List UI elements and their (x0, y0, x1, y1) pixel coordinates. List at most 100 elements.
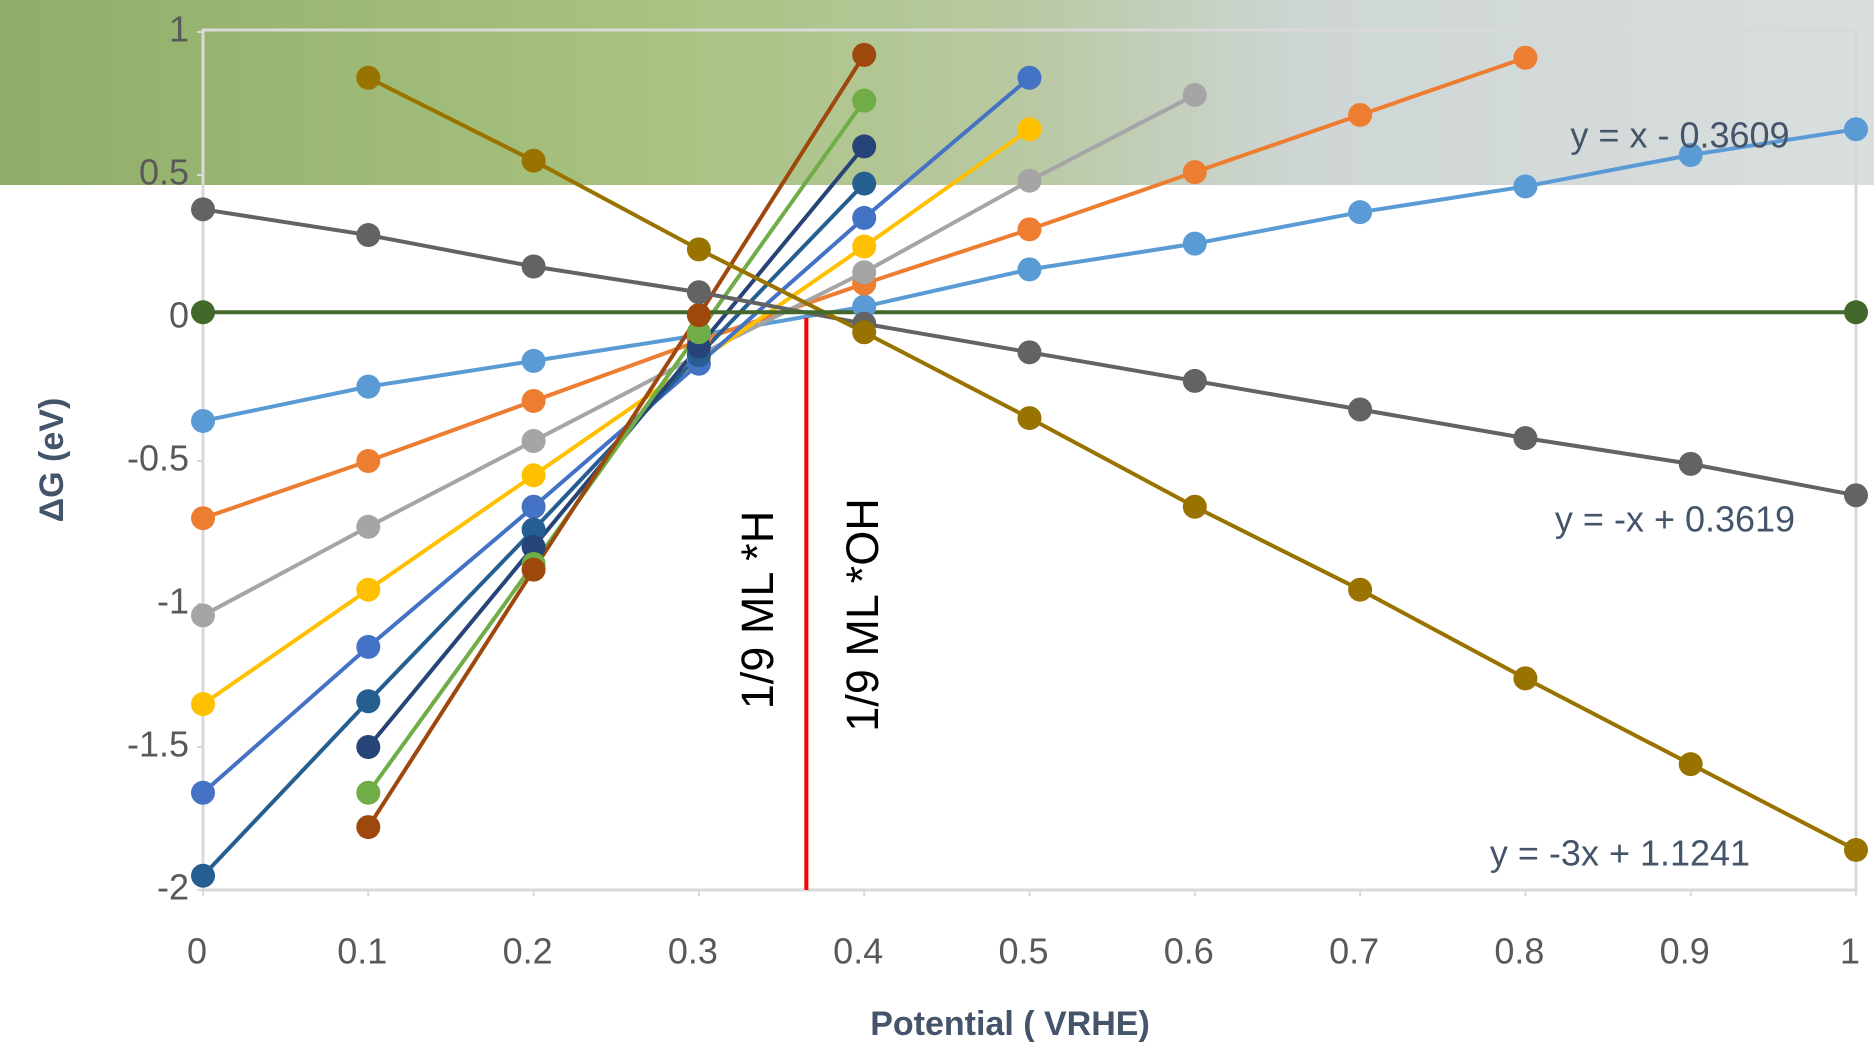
y-axis-title: ΔG (eV) (33, 398, 71, 523)
data-point (191, 603, 215, 628)
data-point (1678, 142, 1703, 167)
data-point (356, 689, 381, 714)
x-tick-label: 0.7 (1329, 931, 1379, 972)
x-tick-label: 0.1 (337, 931, 387, 972)
data-point (1513, 666, 1538, 691)
data-point (191, 197, 215, 222)
data-point (1348, 577, 1373, 602)
series-line (367, 75, 1857, 852)
data-point (1348, 397, 1373, 422)
data-point (356, 374, 381, 399)
data-point (852, 42, 877, 67)
data-point (1844, 300, 1868, 325)
data-point (521, 557, 546, 582)
y-tick-label: -1 (157, 581, 189, 622)
data-point (356, 223, 381, 248)
x-tick-label: 0.3 (668, 931, 718, 972)
data-point (1182, 82, 1207, 107)
annotation: 1/9 ML *OH (837, 498, 888, 731)
data-point (686, 280, 711, 305)
data-point (356, 735, 381, 759)
data-point (521, 348, 546, 373)
y-tick-label: 1 (169, 9, 189, 50)
data-point (1513, 426, 1538, 451)
x-tick-label: 0.4 (833, 931, 883, 972)
data-point (521, 428, 546, 453)
data-point (191, 780, 215, 805)
data-point (1182, 160, 1207, 185)
data-point (1182, 231, 1207, 256)
data-point (521, 517, 546, 542)
data-point (1017, 168, 1042, 193)
data-point (356, 514, 381, 539)
data-point (521, 463, 546, 488)
x-tick-label: 0.8 (1494, 931, 1544, 972)
series-line (201, 76, 1031, 795)
data-point (852, 234, 877, 259)
data-point (1348, 200, 1373, 225)
data-point (1513, 174, 1538, 199)
x-tick-label: 0.9 (1660, 931, 1710, 972)
x-tick-label: 0.5 (998, 931, 1048, 972)
data-point (852, 88, 877, 113)
data-point (521, 148, 546, 173)
data-point (852, 171, 877, 196)
data-point (356, 449, 381, 473)
data-point (1017, 117, 1042, 142)
annotation: 1/9 ML *H (732, 511, 783, 709)
equation-label: y = x - 0.3609 (1570, 115, 1789, 156)
data-point (521, 534, 546, 559)
x-axis-title: Potential ( VRHE) (870, 1005, 1150, 1043)
data-point (1513, 45, 1538, 70)
y-tick-label: 0.5 (139, 152, 189, 193)
data-point (1017, 340, 1042, 365)
data-point (191, 692, 215, 717)
data-point (356, 577, 381, 602)
data-point (1678, 752, 1703, 777)
data-point (1844, 483, 1868, 508)
data-point (1678, 451, 1703, 476)
data-point (1017, 257, 1042, 282)
data-point (852, 134, 877, 159)
data-point (1348, 102, 1373, 127)
data-point (1844, 837, 1868, 862)
x-tick-label: 1 (1840, 931, 1860, 972)
data-point (191, 506, 215, 531)
x-tick-label: 0.6 (1164, 931, 1214, 972)
y-tick-label: -2 (157, 867, 189, 908)
series-line (366, 53, 866, 829)
data-point (852, 260, 877, 285)
data-point (1182, 368, 1207, 393)
data-point (356, 634, 381, 659)
data-point (356, 65, 381, 90)
data-point (1017, 217, 1042, 242)
data-point (1017, 406, 1042, 431)
data-point (521, 254, 546, 279)
x-tick-label: 0 (187, 931, 207, 972)
equation-label: y = -3x + 1.1241 (1490, 833, 1750, 874)
equation-label: y = -x + 0.3619 (1555, 499, 1795, 540)
y-tick-label: -1.5 (127, 724, 189, 765)
data-point (852, 205, 877, 230)
data-point (686, 303, 711, 328)
data-point (191, 300, 215, 325)
data-point (686, 237, 711, 262)
series-line (201, 127, 1031, 706)
y-tick-label: -0.5 (127, 438, 189, 479)
y-tick-label: 0 (169, 295, 189, 336)
data-point (191, 863, 215, 888)
data-point (521, 494, 546, 519)
data-point (852, 320, 877, 345)
data-point (356, 780, 381, 805)
data-point (1844, 117, 1868, 142)
series-line (366, 99, 866, 794)
data-point (852, 294, 877, 319)
x-tick-label: 0.2 (503, 931, 553, 972)
data-point (1017, 65, 1042, 90)
data-point (686, 320, 711, 345)
data-point (1182, 494, 1207, 519)
data-point (356, 815, 381, 840)
data-point (191, 408, 215, 433)
data-point (521, 388, 546, 413)
